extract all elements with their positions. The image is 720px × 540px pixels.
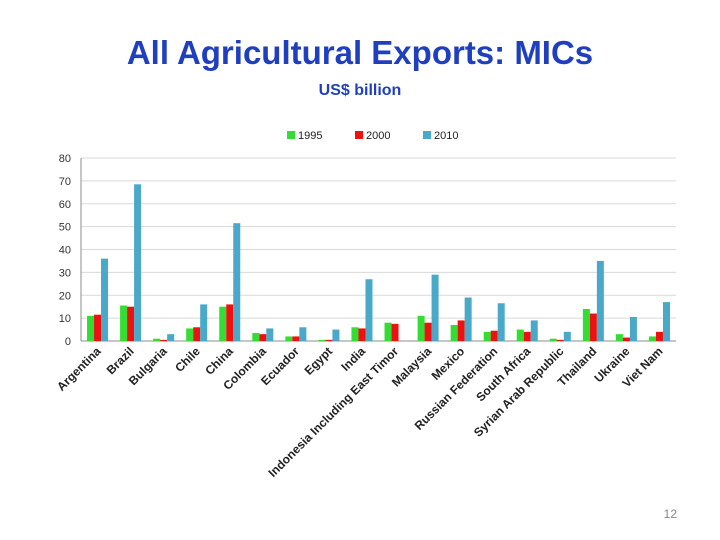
legend-swatch-2000 <box>355 131 363 139</box>
bar-argentina-2010 <box>101 258 109 341</box>
bar-argentina-1995 <box>87 315 95 341</box>
bar-south-africa-2010 <box>530 320 538 341</box>
bar-bulgaria-2010 <box>167 334 175 341</box>
bar-syrian-arab-republic-2000 <box>556 339 564 341</box>
bar-viet-nam-1995 <box>648 336 656 341</box>
y-tick-label: 50 <box>59 222 71 234</box>
bar-china-2000 <box>226 304 234 341</box>
bar-chile-2000 <box>193 327 201 341</box>
bar-india-2000 <box>358 328 366 341</box>
bar-ukraine-2000 <box>622 337 630 341</box>
slide-title: All Agricultural Exports: MICs <box>126 34 594 71</box>
y-tick-label: 10 <box>59 313 71 325</box>
y-tick-label: 40 <box>59 245 71 257</box>
y-tick-label: 60 <box>59 199 71 211</box>
legend-swatch-1995 <box>287 131 295 139</box>
bar-egypt-2000 <box>325 339 333 341</box>
bar-egypt-1995 <box>318 339 326 341</box>
bar-syrian-arab-republic-2010 <box>563 331 571 341</box>
bar-colombia-2010 <box>266 328 274 341</box>
legend-swatch-2010 <box>423 131 431 139</box>
bar-china-1995 <box>219 306 227 341</box>
y-tick-label: 20 <box>59 290 71 302</box>
bar-mexico-2000 <box>457 320 465 341</box>
bar-viet-nam-2000 <box>655 331 663 341</box>
bar-bulgaria-1995 <box>153 338 161 341</box>
bar-ukraine-2010 <box>629 316 637 341</box>
bar-brazil-2000 <box>127 306 135 341</box>
page-number: 12 <box>663 507 677 521</box>
bar-colombia-1995 <box>252 332 260 341</box>
bar-india-2010 <box>365 279 373 341</box>
bar-ecuador-2000 <box>292 336 300 341</box>
bar-malaysia-2000 <box>424 322 432 341</box>
x-tick-label: Egypt <box>302 344 335 377</box>
bar-thailand-2000 <box>589 313 597 341</box>
x-tick-label: Argentina <box>54 344 104 394</box>
bar-russian-federation-1995 <box>483 331 491 341</box>
bar-syrian-arab-republic-1995 <box>549 338 557 341</box>
bar-ecuador-1995 <box>285 336 293 341</box>
bar-russian-federation-2010 <box>497 303 505 341</box>
bar-india-1995 <box>351 327 359 341</box>
bar-ukraine-1995 <box>615 334 623 341</box>
bar-ecuador-2010 <box>299 327 307 341</box>
bar-malaysia-1995 <box>417 315 425 341</box>
bar-thailand-1995 <box>582 308 590 341</box>
bar-mexico-2010 <box>464 297 472 341</box>
bar-malaysia-2010 <box>431 274 439 341</box>
bar-thailand-2010 <box>596 260 604 341</box>
bar-egypt-2010 <box>332 329 340 341</box>
bar-viet-nam-2010 <box>662 302 670 341</box>
y-tick-label: 30 <box>59 267 71 279</box>
y-tick-label: 80 <box>59 153 71 165</box>
bar-chile-1995 <box>186 328 194 341</box>
bar-mexico-1995 <box>450 324 458 341</box>
bar-colombia-2000 <box>259 334 267 341</box>
bar-russian-federation-2000 <box>490 330 498 341</box>
bar-argentina-2000 <box>94 314 102 341</box>
bar-south-africa-2000 <box>523 331 531 341</box>
bar-chile-2010 <box>200 304 208 341</box>
x-tick-label: Chile <box>172 344 203 375</box>
x-tick-label: India <box>338 344 368 374</box>
bar-indonesia-including-east-timor-1995 <box>384 322 392 341</box>
legend-label-2000: 2000 <box>366 130 390 142</box>
slide-subtitle: US$ billion <box>318 82 402 99</box>
bar-china-2010 <box>233 223 241 341</box>
legend-label-2010: 2010 <box>434 130 458 142</box>
legend-label-1995: 1995 <box>298 130 322 142</box>
bar-bulgaria-2000 <box>160 339 168 341</box>
bar-indonesia-including-east-timor-2000 <box>391 323 399 341</box>
y-tick-label: 0 <box>65 336 71 348</box>
bar-south-africa-1995 <box>516 329 524 341</box>
bar-brazil-2010 <box>134 184 142 341</box>
bar-brazil-1995 <box>120 305 128 341</box>
y-tick-label: 70 <box>59 176 71 188</box>
